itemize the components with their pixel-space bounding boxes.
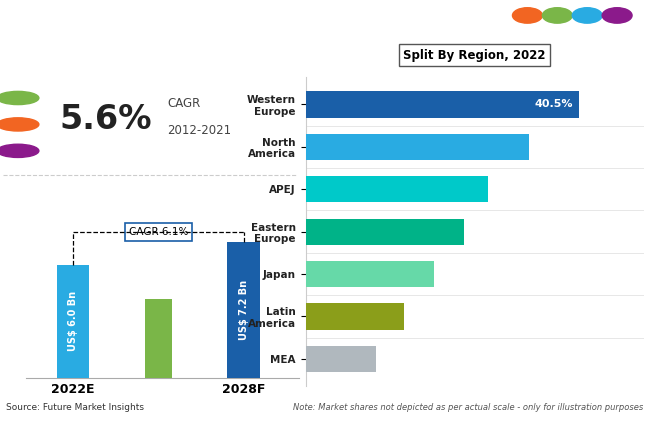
Text: fmi: fmi bbox=[552, 38, 592, 58]
Text: CAGR: CAGR bbox=[168, 97, 201, 110]
Circle shape bbox=[0, 91, 39, 105]
Text: Note: Market shares not depicted as per actual scale - only for illustration pur: Note: Market shares not depicted as per … bbox=[293, 403, 644, 412]
Text: US$ 6.0 Bn: US$ 6.0 Bn bbox=[68, 291, 78, 351]
Circle shape bbox=[512, 8, 542, 23]
Text: Global  Measurement Technology in Downstream: Global Measurement Technology in Downstr… bbox=[15, 22, 434, 37]
Text: CAGR 6.1%: CAGR 6.1% bbox=[129, 227, 188, 237]
Text: 40.5%: 40.5% bbox=[534, 100, 573, 109]
Text: US$ 7.2 Bn: US$ 7.2 Bn bbox=[239, 280, 248, 340]
Text: 2012-2021: 2012-2021 bbox=[168, 124, 231, 136]
Bar bbox=[144, 299, 172, 378]
Text: Processing Market Analysis 2022-2028: Processing Market Analysis 2022-2028 bbox=[15, 53, 348, 68]
Circle shape bbox=[0, 118, 39, 131]
Bar bbox=[306, 134, 528, 160]
Bar bbox=[306, 346, 376, 372]
Circle shape bbox=[542, 8, 572, 23]
Bar bbox=[306, 91, 579, 118]
Bar bbox=[227, 242, 260, 378]
Bar bbox=[306, 218, 464, 245]
Text: Future Market Insights: Future Market Insights bbox=[537, 67, 608, 72]
Bar bbox=[306, 176, 488, 202]
Text: Source: Future Market Insights: Source: Future Market Insights bbox=[6, 403, 144, 412]
Text: Split By Region, 2022: Split By Region, 2022 bbox=[403, 49, 546, 62]
Text: 5.6%: 5.6% bbox=[60, 103, 152, 136]
Bar bbox=[306, 261, 434, 287]
Circle shape bbox=[0, 144, 39, 157]
Circle shape bbox=[602, 8, 632, 23]
Circle shape bbox=[572, 8, 602, 23]
Bar bbox=[306, 303, 404, 329]
Bar bbox=[57, 265, 89, 378]
